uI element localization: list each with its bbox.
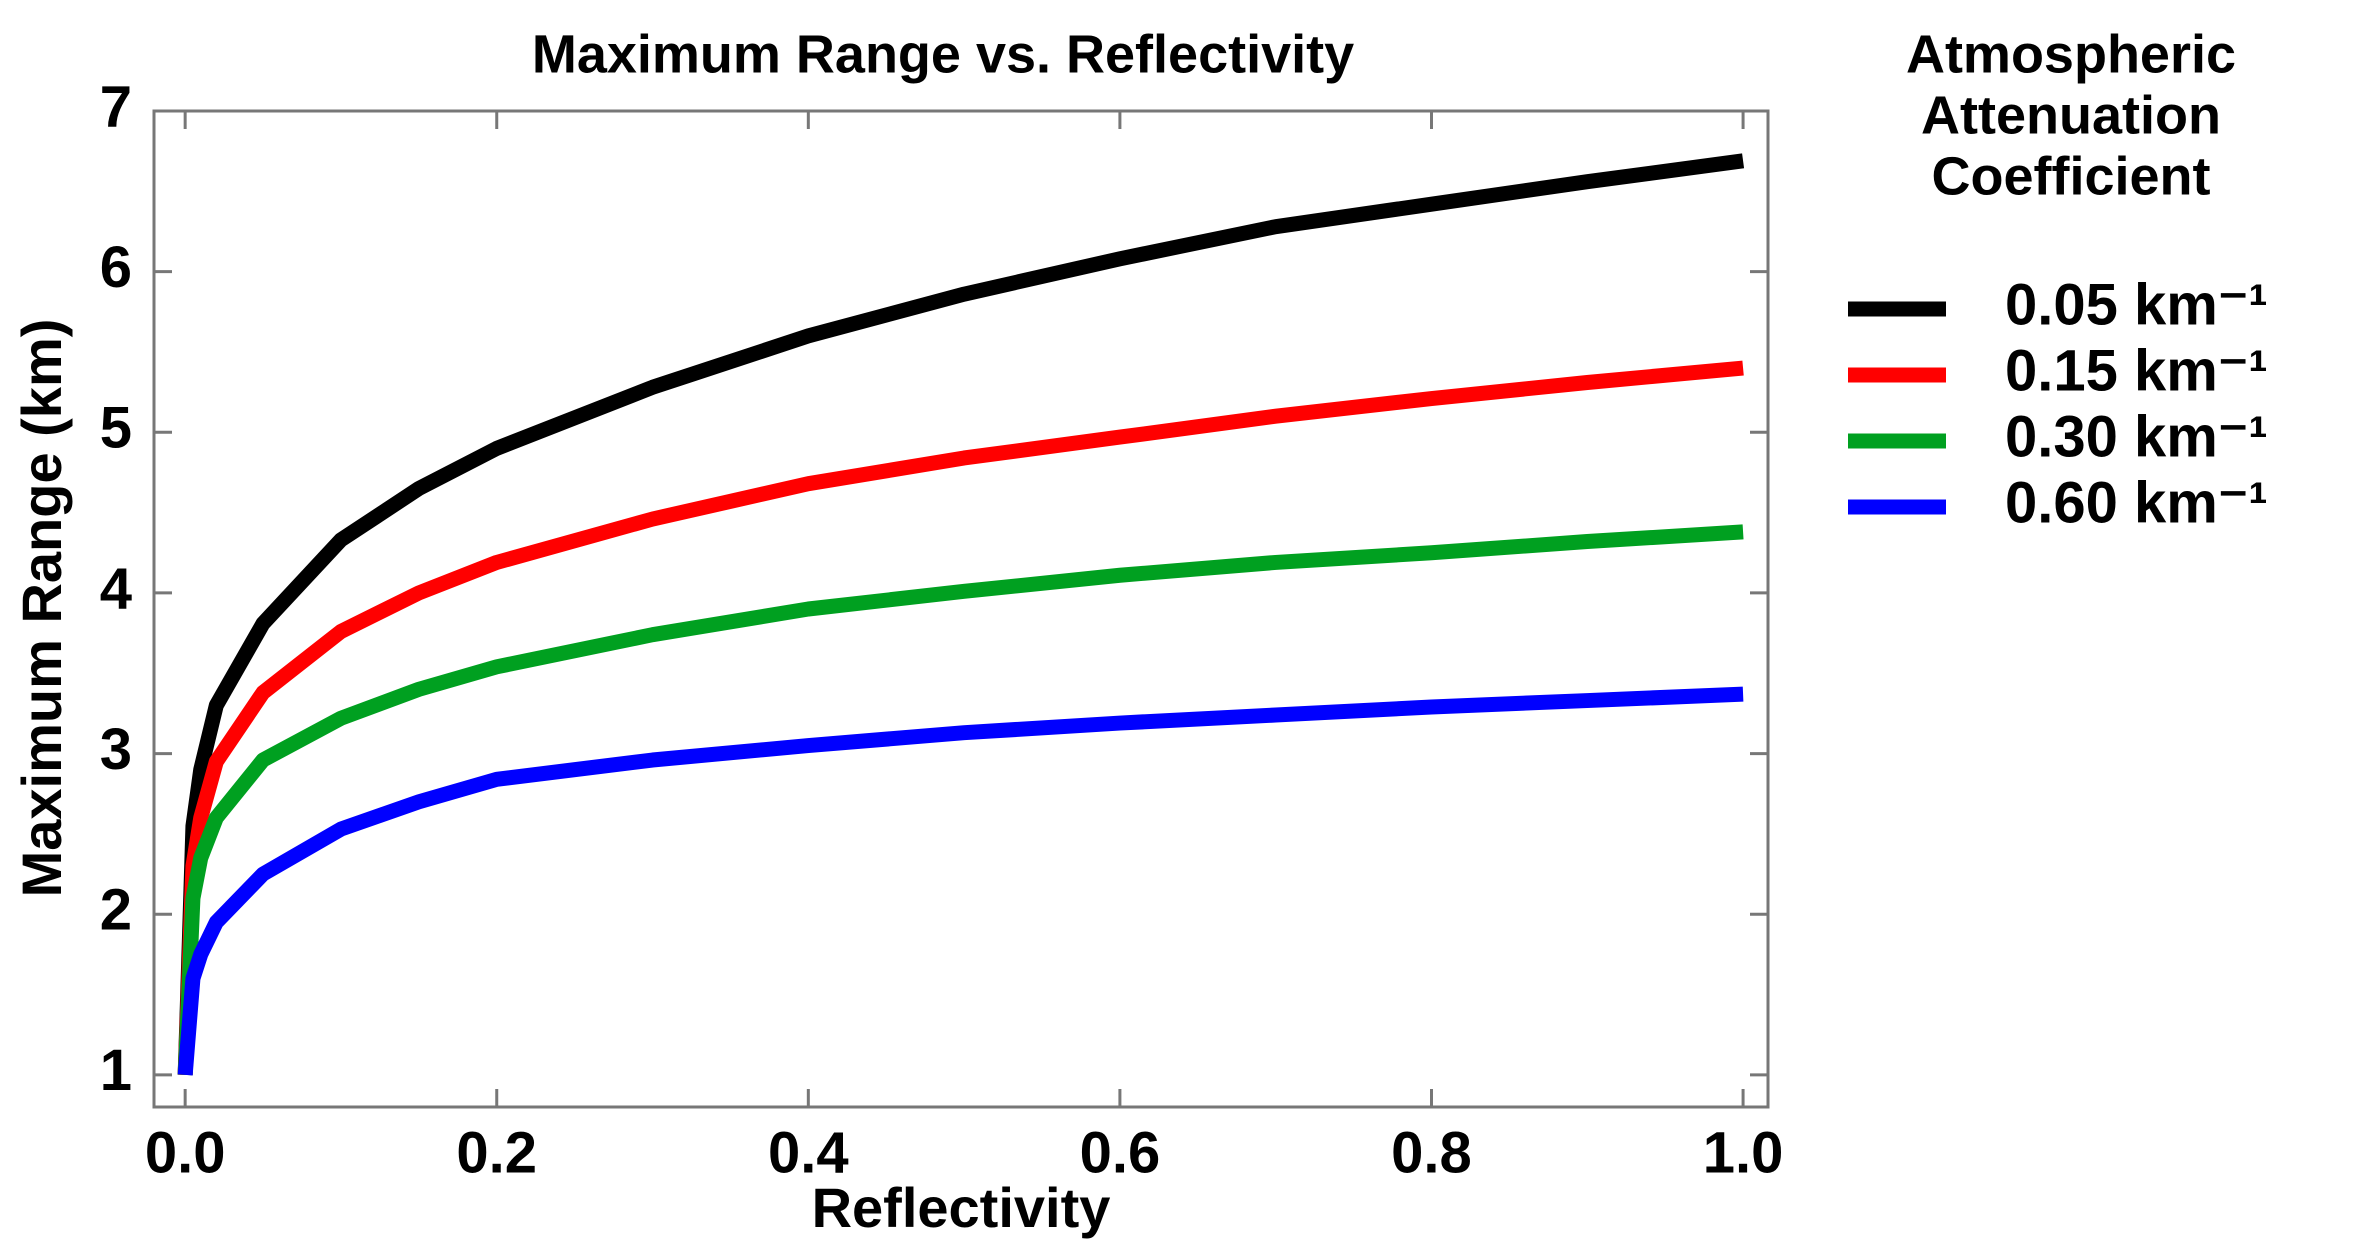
y-tick-label: 3 (100, 717, 132, 782)
legend-label: 0.30 km⁻¹ (2005, 404, 2268, 469)
y-tick-label: 7 (100, 74, 132, 139)
series-line (177, 360, 1744, 1076)
y-axis-label: Maximum Range (km) (10, 319, 73, 898)
y-tick-label: 6 (100, 235, 132, 300)
legend-label: 0.60 km⁻¹ (2005, 470, 2268, 535)
x-tick-label: 0.2 (456, 1120, 537, 1185)
legend-label: 0.15 km⁻¹ (2005, 338, 2268, 403)
legend-label: 0.05 km⁻¹ (2005, 272, 2268, 337)
x-axis-label: Reflectivity (812, 1176, 1111, 1239)
x-tick-label: 0.6 (1080, 1120, 1161, 1185)
x-tick-label: 0.4 (768, 1120, 849, 1185)
series-line (177, 686, 1744, 1076)
y-tick-label: 4 (100, 556, 132, 621)
series-line (177, 524, 1744, 1076)
y-tick-label: 5 (100, 396, 132, 461)
chart-title: Maximum Range vs. Reflectivity (532, 24, 1354, 84)
x-tick-label: 0.0 (145, 1120, 226, 1185)
x-tick-label: 0.8 (1391, 1120, 1472, 1185)
y-tick-label: 1 (100, 1038, 132, 1103)
legend-title: Atmospheric (1906, 24, 2236, 84)
plot-frame (152, 109, 1770, 1109)
legend-title: Attenuation (1921, 85, 2221, 145)
series-line (177, 153, 1745, 1076)
x-tick-label: 1.0 (1703, 1120, 1784, 1185)
legend-title: Coefficient (1931, 146, 2210, 206)
y-tick-label: 2 (100, 878, 132, 943)
